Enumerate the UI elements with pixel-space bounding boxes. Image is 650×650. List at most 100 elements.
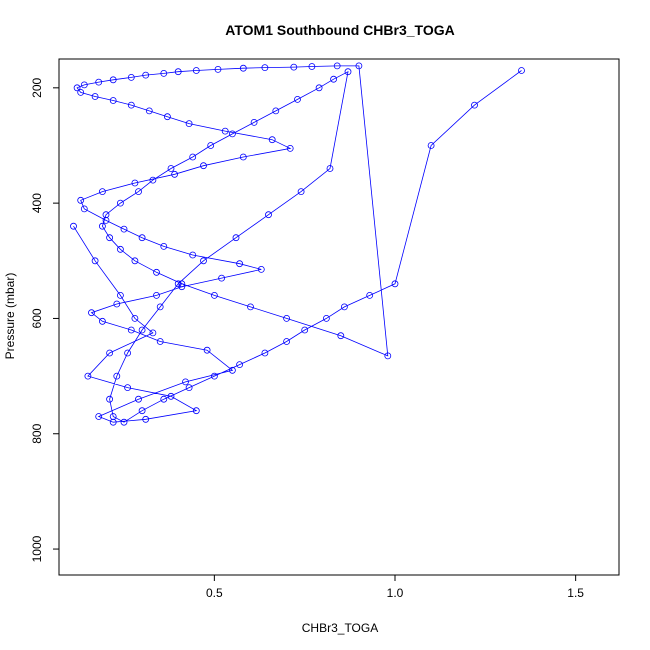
data-point: [239, 64, 247, 72]
data-point: [109, 413, 117, 420]
data-point: [214, 66, 222, 73]
data-point: [113, 300, 121, 308]
data-point: [106, 395, 113, 403]
data-point: [518, 67, 525, 74]
data-point: [167, 392, 175, 400]
data-point: [149, 329, 157, 337]
data-point: [294, 96, 301, 103]
data-point: [135, 188, 142, 196]
data-point: [286, 144, 294, 152]
data-point: [77, 196, 85, 204]
data-point: [283, 338, 291, 345]
data-point: [106, 234, 113, 242]
data-point: [189, 251, 197, 259]
x-tick-label: 0.5: [206, 586, 223, 600]
data-point: [142, 71, 150, 79]
data-point: [210, 372, 218, 380]
data-point: [330, 75, 338, 83]
data-point: [283, 314, 291, 322]
data-point: [171, 170, 179, 178]
data-point: [70, 222, 77, 230]
data-point: [340, 303, 348, 311]
data-point: [127, 326, 135, 334]
data-point: [153, 268, 160, 276]
y-tick-label: 800: [30, 423, 44, 443]
data-point: [153, 291, 160, 299]
axes-layer: 0.5 1.0 1.5 200 400 600 800 1000: [30, 77, 584, 600]
data-point: [200, 162, 207, 170]
data-point: [117, 245, 124, 253]
y-axis-label: Pressure (mbar): [3, 273, 17, 360]
data-point: [124, 349, 131, 357]
x-tick-label: 1.5: [567, 586, 584, 600]
data-point: [99, 222, 106, 230]
data-point: [174, 280, 182, 288]
data-point: [391, 280, 399, 288]
series-layer: [70, 62, 525, 426]
data-point: [142, 415, 150, 423]
series-line: [73, 65, 522, 423]
plot-frame: [58, 58, 620, 576]
data-point: [91, 257, 99, 265]
data-point: [250, 119, 258, 126]
data-point: [84, 372, 92, 380]
data-point: [109, 97, 117, 104]
data-point: [99, 188, 106, 196]
data-point: [384, 352, 392, 360]
data-point: [210, 291, 218, 299]
data-point: [138, 326, 146, 334]
data-point: [167, 165, 175, 172]
data-point: [355, 62, 363, 70]
x-axis-label: CHBr3_TOGA: [302, 621, 378, 635]
data-point: [120, 225, 128, 233]
data-point: [471, 101, 478, 109]
data-point: [117, 199, 124, 207]
data-point: [203, 346, 211, 354]
data-point: [333, 62, 341, 70]
data-point: [315, 84, 323, 92]
x-tick-label: 1.0: [387, 586, 404, 600]
data-point: [95, 413, 103, 420]
data-point: [257, 265, 265, 273]
data-point: [228, 130, 236, 138]
data-point: [145, 107, 153, 115]
data-point: [185, 120, 193, 127]
data-point: [427, 142, 435, 149]
data-point: [120, 418, 128, 426]
data-point: [261, 349, 269, 357]
data-point: [160, 395, 168, 403]
data-point: [297, 188, 305, 196]
data-point: [117, 291, 124, 299]
data-point: [261, 64, 269, 71]
data-point: [174, 68, 182, 76]
data-point: [236, 361, 244, 369]
data-point: [265, 211, 272, 219]
data-point: [221, 127, 229, 135]
data-point: [272, 107, 280, 115]
data-point: [182, 378, 189, 386]
data-point: [138, 234, 146, 242]
data-point: [138, 407, 146, 415]
data-point: [102, 211, 110, 219]
data-point: [156, 303, 164, 311]
data-point: [73, 84, 81, 92]
data-point: [149, 176, 157, 184]
chart-title: ATOM1 Southbound CHBr3_TOGA: [225, 22, 454, 38]
data-point: [163, 113, 171, 121]
data-point: [131, 257, 139, 265]
data-point: [109, 76, 117, 84]
data-point: [91, 93, 99, 100]
data-point: [95, 78, 103, 86]
data-point: [131, 314, 139, 322]
data-point: [192, 407, 200, 415]
data-point: [192, 67, 200, 74]
data-point: [160, 70, 168, 77]
data-point: [326, 165, 334, 172]
y-tick-label: 400: [30, 193, 44, 213]
data-point: [99, 317, 106, 325]
data-point: [127, 101, 135, 109]
y-tick-label: 1000: [30, 535, 44, 562]
data-point: [127, 74, 135, 81]
data-point: [178, 280, 186, 288]
